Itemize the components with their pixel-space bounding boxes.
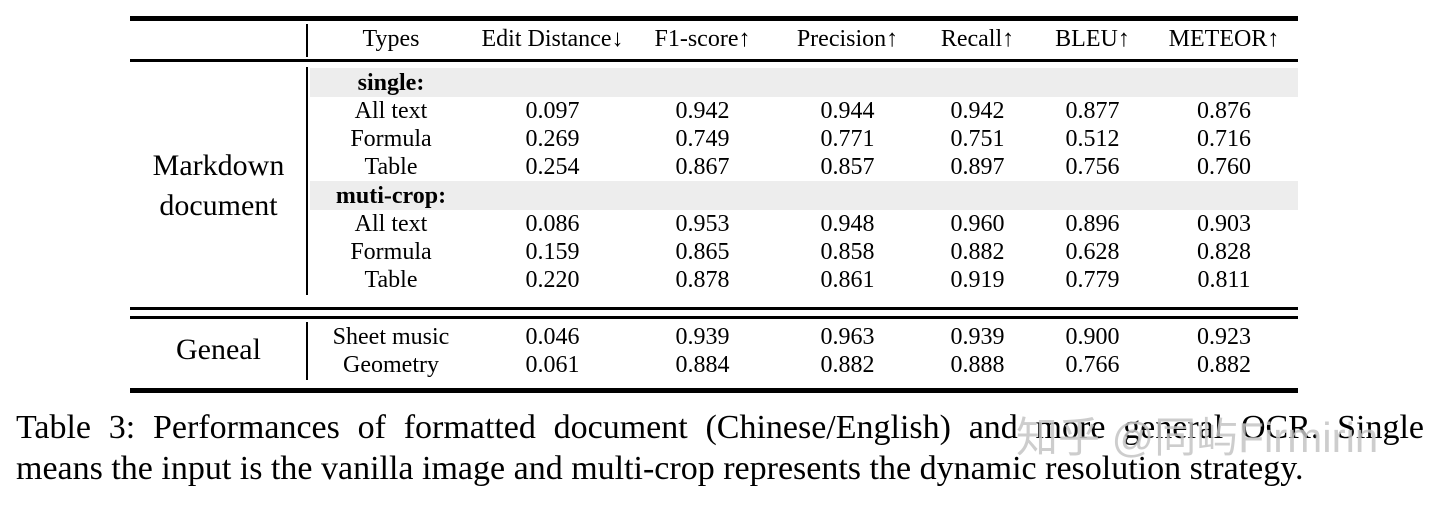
row-label: Sheet music [332,324,450,350]
cell-meteor: 0.716 [1197,126,1251,152]
row-group-label-geneal: Geneal [130,330,307,370]
cell-bleu: 0.877 [1065,98,1120,124]
cell-recall: 0.897 [950,154,1005,180]
row-label: Table [364,267,418,293]
cell-recall: 0.960 [950,211,1005,237]
cell-f1-score: 0.942 [675,98,730,124]
table-rule-bottom [130,388,1298,393]
cell-bleu: 0.779 [1065,267,1120,293]
row-label: Formula [350,239,432,265]
subheader-label-single: single: [357,69,425,96]
row-label: Geometry [343,352,439,378]
table-row-single-table: Table 0.254 0.867 0.857 0.897 0.756 0.76… [130,153,1298,181]
table-row-muticrop-formula: Formula 0.159 0.865 0.858 0.882 0.628 0.… [130,238,1298,266]
cell-edit-distance: 0.159 [525,239,580,265]
row-group-label-markdown-document: Markdown document [130,146,307,226]
table-row-sheet-music: Sheet music 0.046 0.939 0.963 0.939 0.90… [130,323,1298,351]
cell-f1-score: 0.878 [675,267,730,293]
cell-edit-distance: 0.061 [525,352,580,378]
cell-edit-distance: 0.220 [525,267,580,293]
cell-bleu: 0.900 [1065,324,1120,350]
subheader-band-muticrop [310,181,1298,210]
cell-recall: 0.751 [950,126,1005,152]
column-divider-geneal [306,322,308,380]
cell-bleu: 0.512 [1065,126,1120,152]
table-caption-line-2: means the input is the vanilla image and… [16,450,1304,487]
cell-precision: 0.944 [820,98,875,124]
cell-bleu: 0.756 [1065,154,1120,180]
cell-bleu: 0.628 [1065,239,1120,265]
group-label-line: document [159,189,278,222]
cell-edit-distance: 0.097 [525,98,580,124]
table-rule-double-upper [130,307,1298,310]
row-label: Formula [350,126,432,152]
cell-recall: 0.888 [950,352,1005,378]
table-subheader-row-single: single: [130,68,1298,97]
cell-edit-distance: 0.086 [525,211,580,237]
group-label-line: Geneal [176,333,261,366]
column-header-meteor: METEOR↑ [1168,26,1280,52]
cell-meteor: 0.903 [1197,211,1251,237]
cell-precision: 0.963 [820,324,875,350]
cell-f1-score: 0.865 [675,239,730,265]
column-divider-header [306,24,308,57]
table-row-muticrop-table: Table 0.220 0.878 0.861 0.919 0.779 0.81… [130,266,1298,294]
subheader-band-single [310,68,1298,97]
cell-precision: 0.948 [820,211,875,237]
column-header-precision: Precision↑ [796,26,899,52]
cell-bleu: 0.766 [1065,352,1120,378]
table-header-row: Types Edit Distance↓ F1-score↑ Precision… [130,22,1298,56]
cell-f1-score: 0.884 [675,352,730,378]
cell-bleu: 0.896 [1065,211,1120,237]
table-rule-under-header [130,59,1298,62]
cell-precision: 0.882 [820,352,875,378]
cell-f1-score: 0.939 [675,324,730,350]
group-label-line: Markdown [152,149,285,182]
column-header-types: Types [362,26,420,52]
cell-recall: 0.942 [950,98,1005,124]
subheader-label-muti-crop: muti-crop: [335,182,447,209]
cell-edit-distance: 0.269 [525,126,580,152]
table-rule-double-lower [130,316,1298,319]
cell-meteor: 0.923 [1197,324,1251,350]
cell-recall: 0.882 [950,239,1005,265]
column-divider-markdown [306,67,308,295]
cell-f1-score: 0.953 [675,211,730,237]
cell-meteor: 0.828 [1197,239,1251,265]
cell-meteor: 0.760 [1197,154,1251,180]
cell-precision: 0.858 [820,239,875,265]
column-header-edit-distance: Edit Distance↓ [481,26,624,52]
table-rule-top [130,16,1298,21]
cell-edit-distance: 0.046 [525,324,580,350]
cell-edit-distance: 0.254 [525,154,580,180]
cell-recall: 0.939 [950,324,1005,350]
table-subheader-row-muti-crop: muti-crop: [130,181,1298,210]
cell-f1-score: 0.867 [675,154,730,180]
table-caption-line-1: Table 3: Performances of formatted docum… [16,409,1424,446]
cell-meteor: 0.882 [1197,352,1251,378]
cell-meteor: 0.876 [1197,98,1251,124]
cell-precision: 0.771 [820,126,875,152]
column-header-bleu: BLEU↑ [1055,26,1130,52]
cell-precision: 0.861 [820,267,875,293]
cell-recall: 0.919 [950,267,1005,293]
cell-precision: 0.857 [820,154,875,180]
table-row-single-all-text: All text 0.097 0.942 0.944 0.942 0.877 0… [130,97,1298,125]
table-row-muticrop-all-text: All text 0.086 0.953 0.948 0.960 0.896 0… [130,210,1298,238]
column-header-recall: Recall↑ [940,26,1015,52]
row-label: All text [354,211,428,237]
column-header-f1-score: F1-score↑ [654,26,751,52]
table-row-single-formula: Formula 0.269 0.749 0.771 0.751 0.512 0.… [130,125,1298,153]
table-row-geometry: Geometry 0.061 0.884 0.882 0.888 0.766 0… [130,351,1298,379]
cell-meteor: 0.811 [1197,267,1251,293]
row-label: All text [354,98,428,124]
cell-f1-score: 0.749 [675,126,730,152]
row-label: Table [364,154,418,180]
